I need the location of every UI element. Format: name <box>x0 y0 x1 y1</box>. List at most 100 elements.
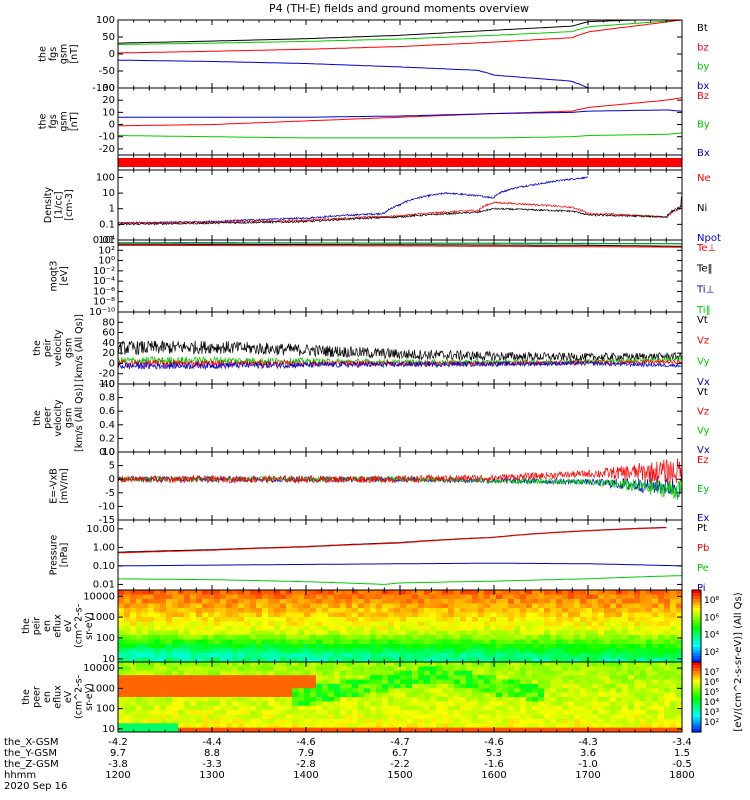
y-axis-label: the <box>21 689 32 705</box>
y-tick-label: 10⁻⁶ <box>93 286 115 297</box>
y-axis-label: peer <box>32 686 43 708</box>
y-axis-label: [nT] <box>69 112 80 131</box>
legend-entry: Te‖ <box>696 264 713 275</box>
colorbar-tick-label: 10⁵ <box>704 688 719 698</box>
legend-entry: bz <box>697 42 709 53</box>
y-tick-label: 0.01 <box>93 579 115 590</box>
y-axis-label: fgs <box>48 114 59 128</box>
y-axis-label: en <box>42 620 53 632</box>
series-line-Pe <box>118 575 682 585</box>
y-tick-label: 0 <box>109 49 115 60</box>
y-tick-label: 0.10 <box>93 561 115 572</box>
y-tick-label: -15 <box>99 515 115 526</box>
y-tick-label: 5 <box>109 461 115 472</box>
y-tick-label: 0 <box>109 474 115 485</box>
y-tick-label: 0.6 <box>99 406 115 417</box>
y-tick-label: 0.8 <box>99 393 115 404</box>
colorbar-tick-label: 10³ <box>704 708 719 718</box>
y-axis-label: gsm <box>59 111 70 131</box>
y-tick-label: 10.00 <box>86 524 115 535</box>
series-line-Pb <box>118 527 667 554</box>
series-line-Bz <box>118 97 682 127</box>
y-tick-label: 10² <box>98 245 115 256</box>
y-axis-label: peir <box>32 617 43 636</box>
y-axis-label: [cm-3] <box>64 189 75 220</box>
series-line-Bt <box>118 20 636 44</box>
x-tick-label: -4.6 <box>484 737 504 748</box>
legend-entry: Vy <box>697 426 710 437</box>
y-axis-label: gsm <box>64 408 75 428</box>
y-tick-label: 50 <box>102 32 115 43</box>
y-tick-label: -20 <box>99 144 115 155</box>
legend-entry: Vx <box>697 445 710 456</box>
y-tick-label: 30 <box>102 83 115 94</box>
y-tick-label: 1 <box>109 204 115 215</box>
ephemeris-row-label: the_Y-GSM <box>4 748 57 759</box>
series-line-Ez <box>118 458 682 485</box>
y-axis-label: the <box>38 46 49 62</box>
x-tick-label: -4.7 <box>390 737 410 748</box>
y-tick-label: 0.2 <box>99 433 115 444</box>
colorbar-tick-label: 10⁴ <box>704 698 719 708</box>
legend-entry: Ne <box>697 173 711 184</box>
legend-entry: Vx <box>697 377 710 388</box>
x-tick-label: 1400 <box>293 770 318 781</box>
y-tick-label: 0.0 <box>99 447 115 458</box>
panel-density: 100 10 1 0.1 0.01 Density [1/cc] [cm-3] Ne Ni Npot <box>43 169 721 246</box>
y-tick-label: 10 <box>102 654 115 665</box>
y-tick-label: 10⁻⁸ <box>93 297 115 308</box>
legend-entry: Npot <box>697 233 721 244</box>
y-tick-label: 100 <box>96 633 115 644</box>
legend-entry: by <box>697 62 709 73</box>
y-axis-label: sr-eV) <box>84 612 95 640</box>
series-line-By <box>118 109 682 118</box>
panel-peer-velocity: 1.0 0.8 0.6 0.4 0.2 0.0 the peer velocity gsm [km/… <box>32 379 710 458</box>
colorbar-tick-label: 10⁷ <box>704 668 719 678</box>
legend-entry: Vz <box>697 336 709 347</box>
y-axis-label: E=-VxB <box>49 468 60 503</box>
series-line-Vx <box>118 360 682 371</box>
colorbar-tick-label: 10² <box>704 718 719 728</box>
x-tick-label: 7.9 <box>298 748 314 759</box>
y-tick-label: 10 <box>102 724 115 735</box>
y-tick-label: 100 <box>96 15 115 26</box>
y-axis-label: moqt3 <box>49 261 60 292</box>
y-tick-label: 100 <box>96 704 115 715</box>
y-tick-label: 10⁰ <box>98 256 115 267</box>
legend-entry: Ti‖ <box>696 305 711 316</box>
legend-entry: Vy <box>697 356 710 367</box>
legend-entry: Ti⊥ <box>696 284 714 295</box>
series-line-Npot <box>118 176 589 225</box>
x-tick-label: 5.3 <box>486 748 502 759</box>
y-tick-label: 0 <box>109 120 115 131</box>
colorbar-tick-label: 10⁶ <box>704 678 719 688</box>
series-line-by <box>118 20 682 45</box>
y-tick-label: -10 <box>99 132 115 143</box>
y-tick-label: -50 <box>99 66 115 77</box>
y-tick-label: 0.01 <box>93 235 115 246</box>
y-axis-label: [eV] <box>59 266 70 286</box>
y-axis-label: peer <box>43 407 54 429</box>
y-axis-label: eV <box>63 690 74 703</box>
x-tick-label: 1500 <box>387 770 412 781</box>
y-axis-label: the <box>32 410 43 426</box>
y-axis-label: the <box>21 618 32 634</box>
legend-entry: Vt <box>697 387 708 398</box>
x-tick-label: 3.6 <box>580 748 596 759</box>
panel-frame <box>117 383 683 453</box>
colorbar-tick-label: 10² <box>704 648 719 658</box>
legend-entry: Pt <box>697 523 707 534</box>
x-tick-label: 1700 <box>575 770 600 781</box>
series-line-Pi <box>118 562 682 567</box>
colorbar-peir-spectrogram: 10⁸ 10⁶ 10⁴ 10² <box>691 589 719 663</box>
y-tick-label: 1000 <box>90 612 115 623</box>
x-tick-label: -3.8 <box>108 759 128 770</box>
colorbar-tick-label: 10⁴ <box>704 631 719 641</box>
series-line-Ne <box>118 201 682 225</box>
y-tick-label: 10000 <box>83 663 115 674</box>
colorbar-tick-label: 10⁸ <box>704 596 719 606</box>
